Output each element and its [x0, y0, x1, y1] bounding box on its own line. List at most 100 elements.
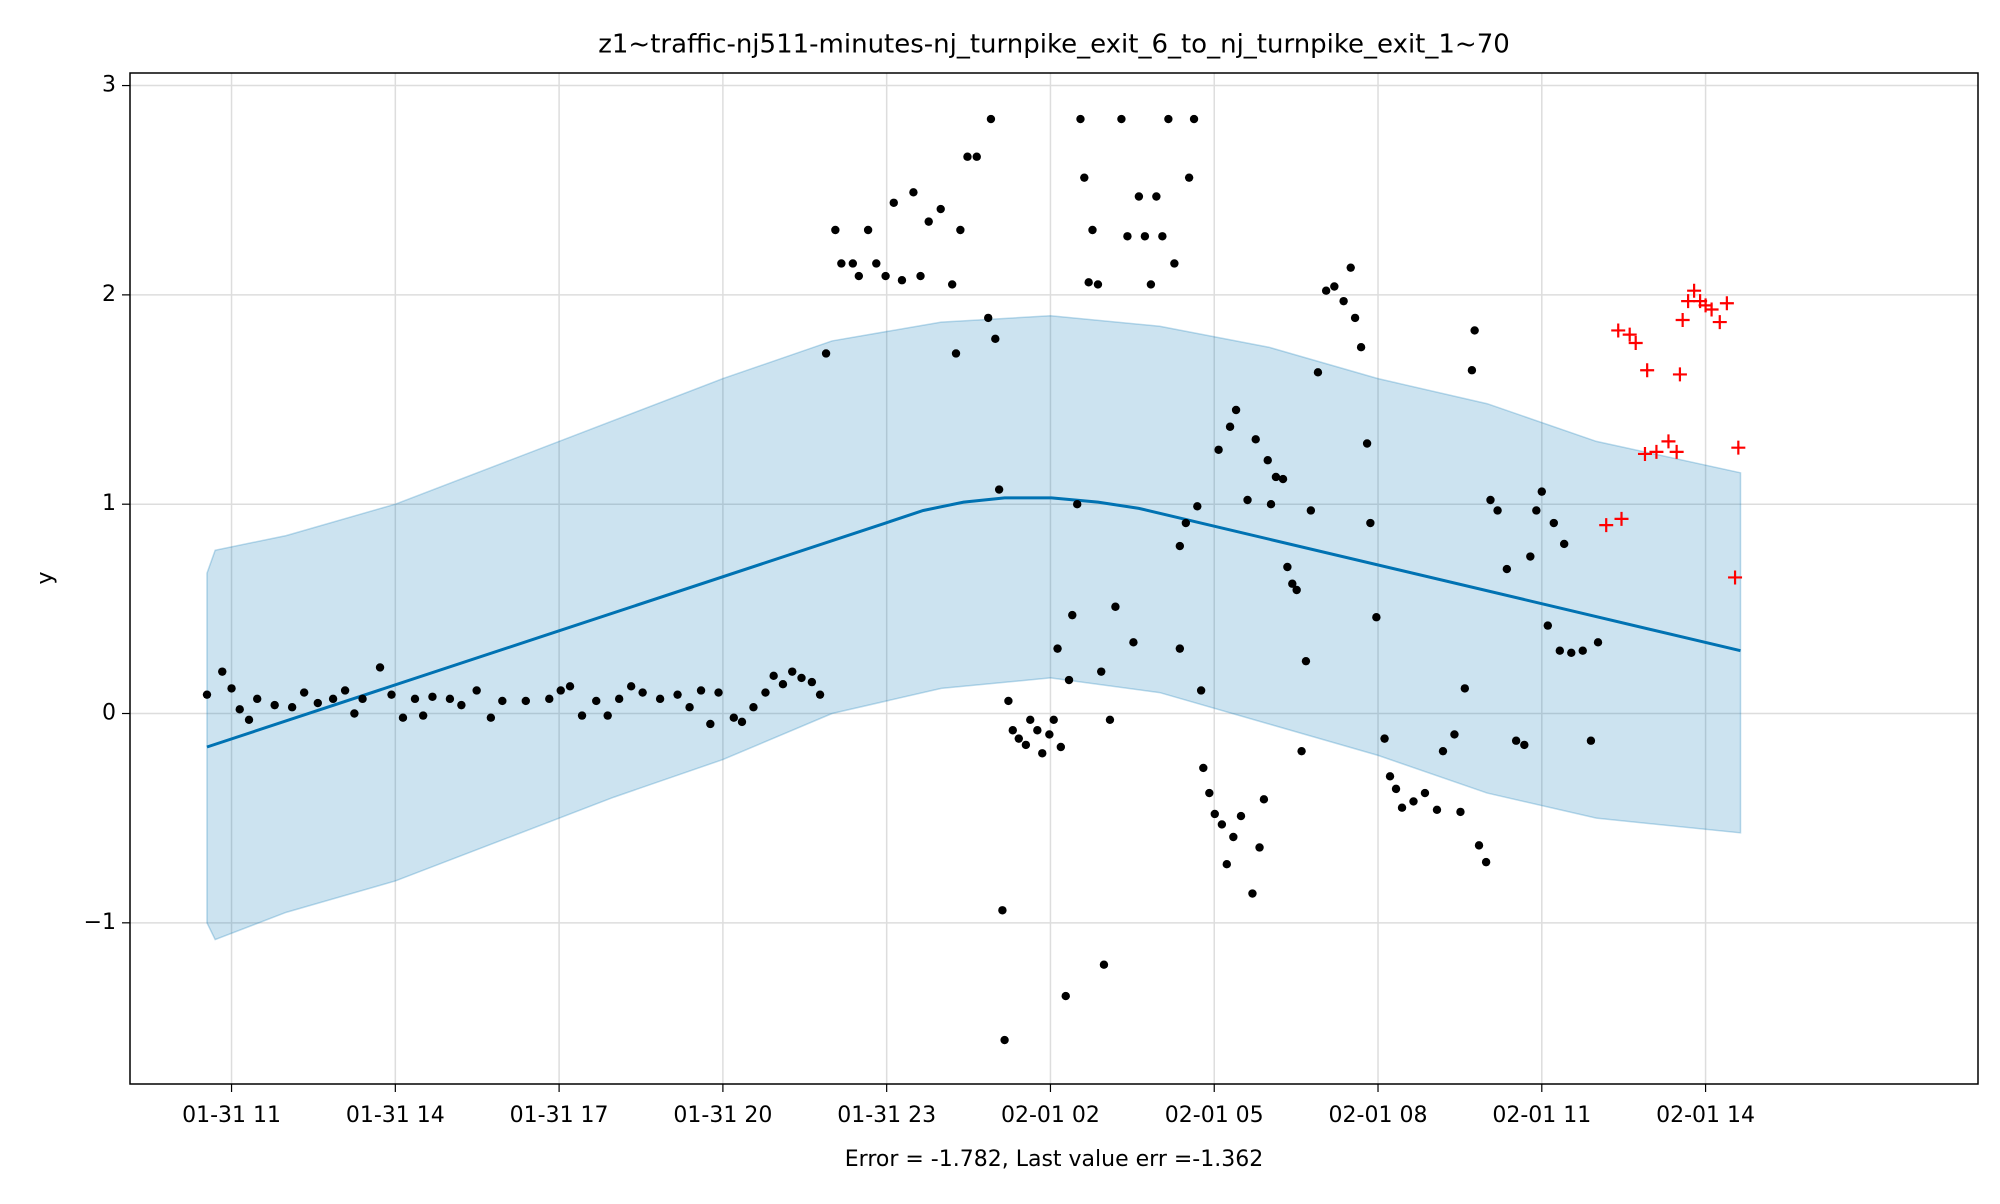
observed-point [1189, 114, 1199, 124]
actual-point [1681, 294, 1696, 309]
observed-point [1481, 857, 1491, 867]
observed-point [1438, 746, 1448, 756]
observed-point [1105, 715, 1115, 724]
observed-point [1511, 736, 1521, 745]
observed-point [218, 667, 227, 676]
observed-point [1049, 715, 1058, 724]
observed-point [1111, 602, 1120, 611]
observed-point [1164, 114, 1173, 124]
observed-point [1470, 326, 1479, 335]
observed-point [1175, 541, 1185, 551]
observed-point [714, 688, 723, 697]
observed-point [1210, 809, 1219, 819]
observed-point [1555, 646, 1565, 655]
observed-point [1140, 232, 1150, 241]
observed-point [1549, 518, 1559, 528]
observed-point [963, 152, 972, 161]
observed-point [1170, 259, 1179, 268]
observed-point [1502, 564, 1512, 574]
x-axis-label: Error = -1.782, Last value err =-1.362 [845, 1147, 1263, 1172]
observed-point [340, 686, 350, 695]
actual-point [1719, 296, 1734, 311]
observed-point [909, 188, 918, 197]
observed-point [889, 198, 898, 207]
observed-point [445, 694, 455, 704]
observed-point [457, 700, 466, 710]
observed-point [956, 225, 965, 235]
observed-point [1093, 280, 1103, 289]
observed-point [1467, 366, 1477, 375]
observed-point [994, 485, 1004, 494]
observed-point [1217, 820, 1227, 829]
observed-point [951, 349, 961, 358]
observed-point [1532, 506, 1541, 515]
observed-point [1474, 841, 1484, 850]
observed-point [1420, 788, 1430, 798]
observed-point [1409, 797, 1418, 806]
y-axis-label: y [33, 571, 58, 584]
observed-point [545, 694, 554, 704]
actual-point [1599, 518, 1614, 533]
observed-point [1385, 772, 1395, 781]
x-tick-label: 02-01 11 [1492, 1103, 1591, 1128]
x-tick-label: 02-01 08 [1329, 1103, 1428, 1128]
observed-point [1099, 960, 1109, 969]
observed-point [235, 705, 244, 714]
actual-point [1640, 363, 1655, 378]
actual-point [1649, 444, 1664, 459]
observed-point [1038, 749, 1047, 758]
actual-point [1637, 446, 1652, 461]
observed-point [410, 694, 420, 704]
observed-point [1251, 435, 1260, 444]
observed-point [1460, 684, 1470, 693]
observed-point [350, 709, 359, 718]
observed-point [1004, 696, 1013, 706]
observed-point [837, 259, 846, 268]
observed-point [1193, 502, 1202, 511]
observed-point [991, 334, 1000, 344]
observed-point [815, 690, 825, 699]
observed-point [1450, 730, 1459, 739]
observed-point [1134, 192, 1144, 201]
observed-point [1158, 232, 1167, 241]
observed-point [1026, 715, 1035, 724]
observed-point [1362, 439, 1372, 448]
observed-point [270, 700, 279, 710]
observed-point [1578, 646, 1587, 655]
observed-point [998, 906, 1007, 915]
observed-point [737, 717, 747, 727]
actual-point [1611, 323, 1626, 338]
observed-point [577, 711, 587, 720]
observed-point [1397, 803, 1407, 812]
observed-point [1000, 1035, 1009, 1045]
observed-point [706, 719, 715, 729]
y-tick-label: 3 [102, 73, 116, 98]
observed-point [1045, 730, 1054, 739]
x-tick-label: 02-01 14 [1656, 1103, 1755, 1128]
plot-frame [129, 72, 1979, 1085]
observed-point [1033, 726, 1042, 735]
observed-point [398, 713, 408, 722]
observed-point [1321, 286, 1331, 295]
observed-point [1283, 562, 1292, 572]
observed-point [797, 673, 806, 683]
observed-point [313, 698, 323, 708]
observed-point [1152, 192, 1161, 201]
x-tick-label: 01-31 11 [182, 1103, 281, 1128]
observed-point [1380, 734, 1389, 743]
y-tick-label: 2 [102, 282, 116, 307]
observed-point [592, 696, 601, 706]
observed-point [673, 690, 682, 699]
observed-point [1306, 506, 1316, 515]
x-tick-label: 01-31 23 [837, 1103, 936, 1128]
observed-point [1372, 613, 1381, 622]
actual-point [1669, 444, 1684, 459]
observed-point [1129, 638, 1138, 647]
observed-point [655, 694, 665, 704]
observed-point [1056, 742, 1066, 752]
observed-point [863, 225, 873, 235]
observed-point [418, 711, 428, 720]
observed-point [1292, 585, 1301, 595]
observed-point [202, 690, 212, 699]
observed-point [1097, 667, 1106, 676]
